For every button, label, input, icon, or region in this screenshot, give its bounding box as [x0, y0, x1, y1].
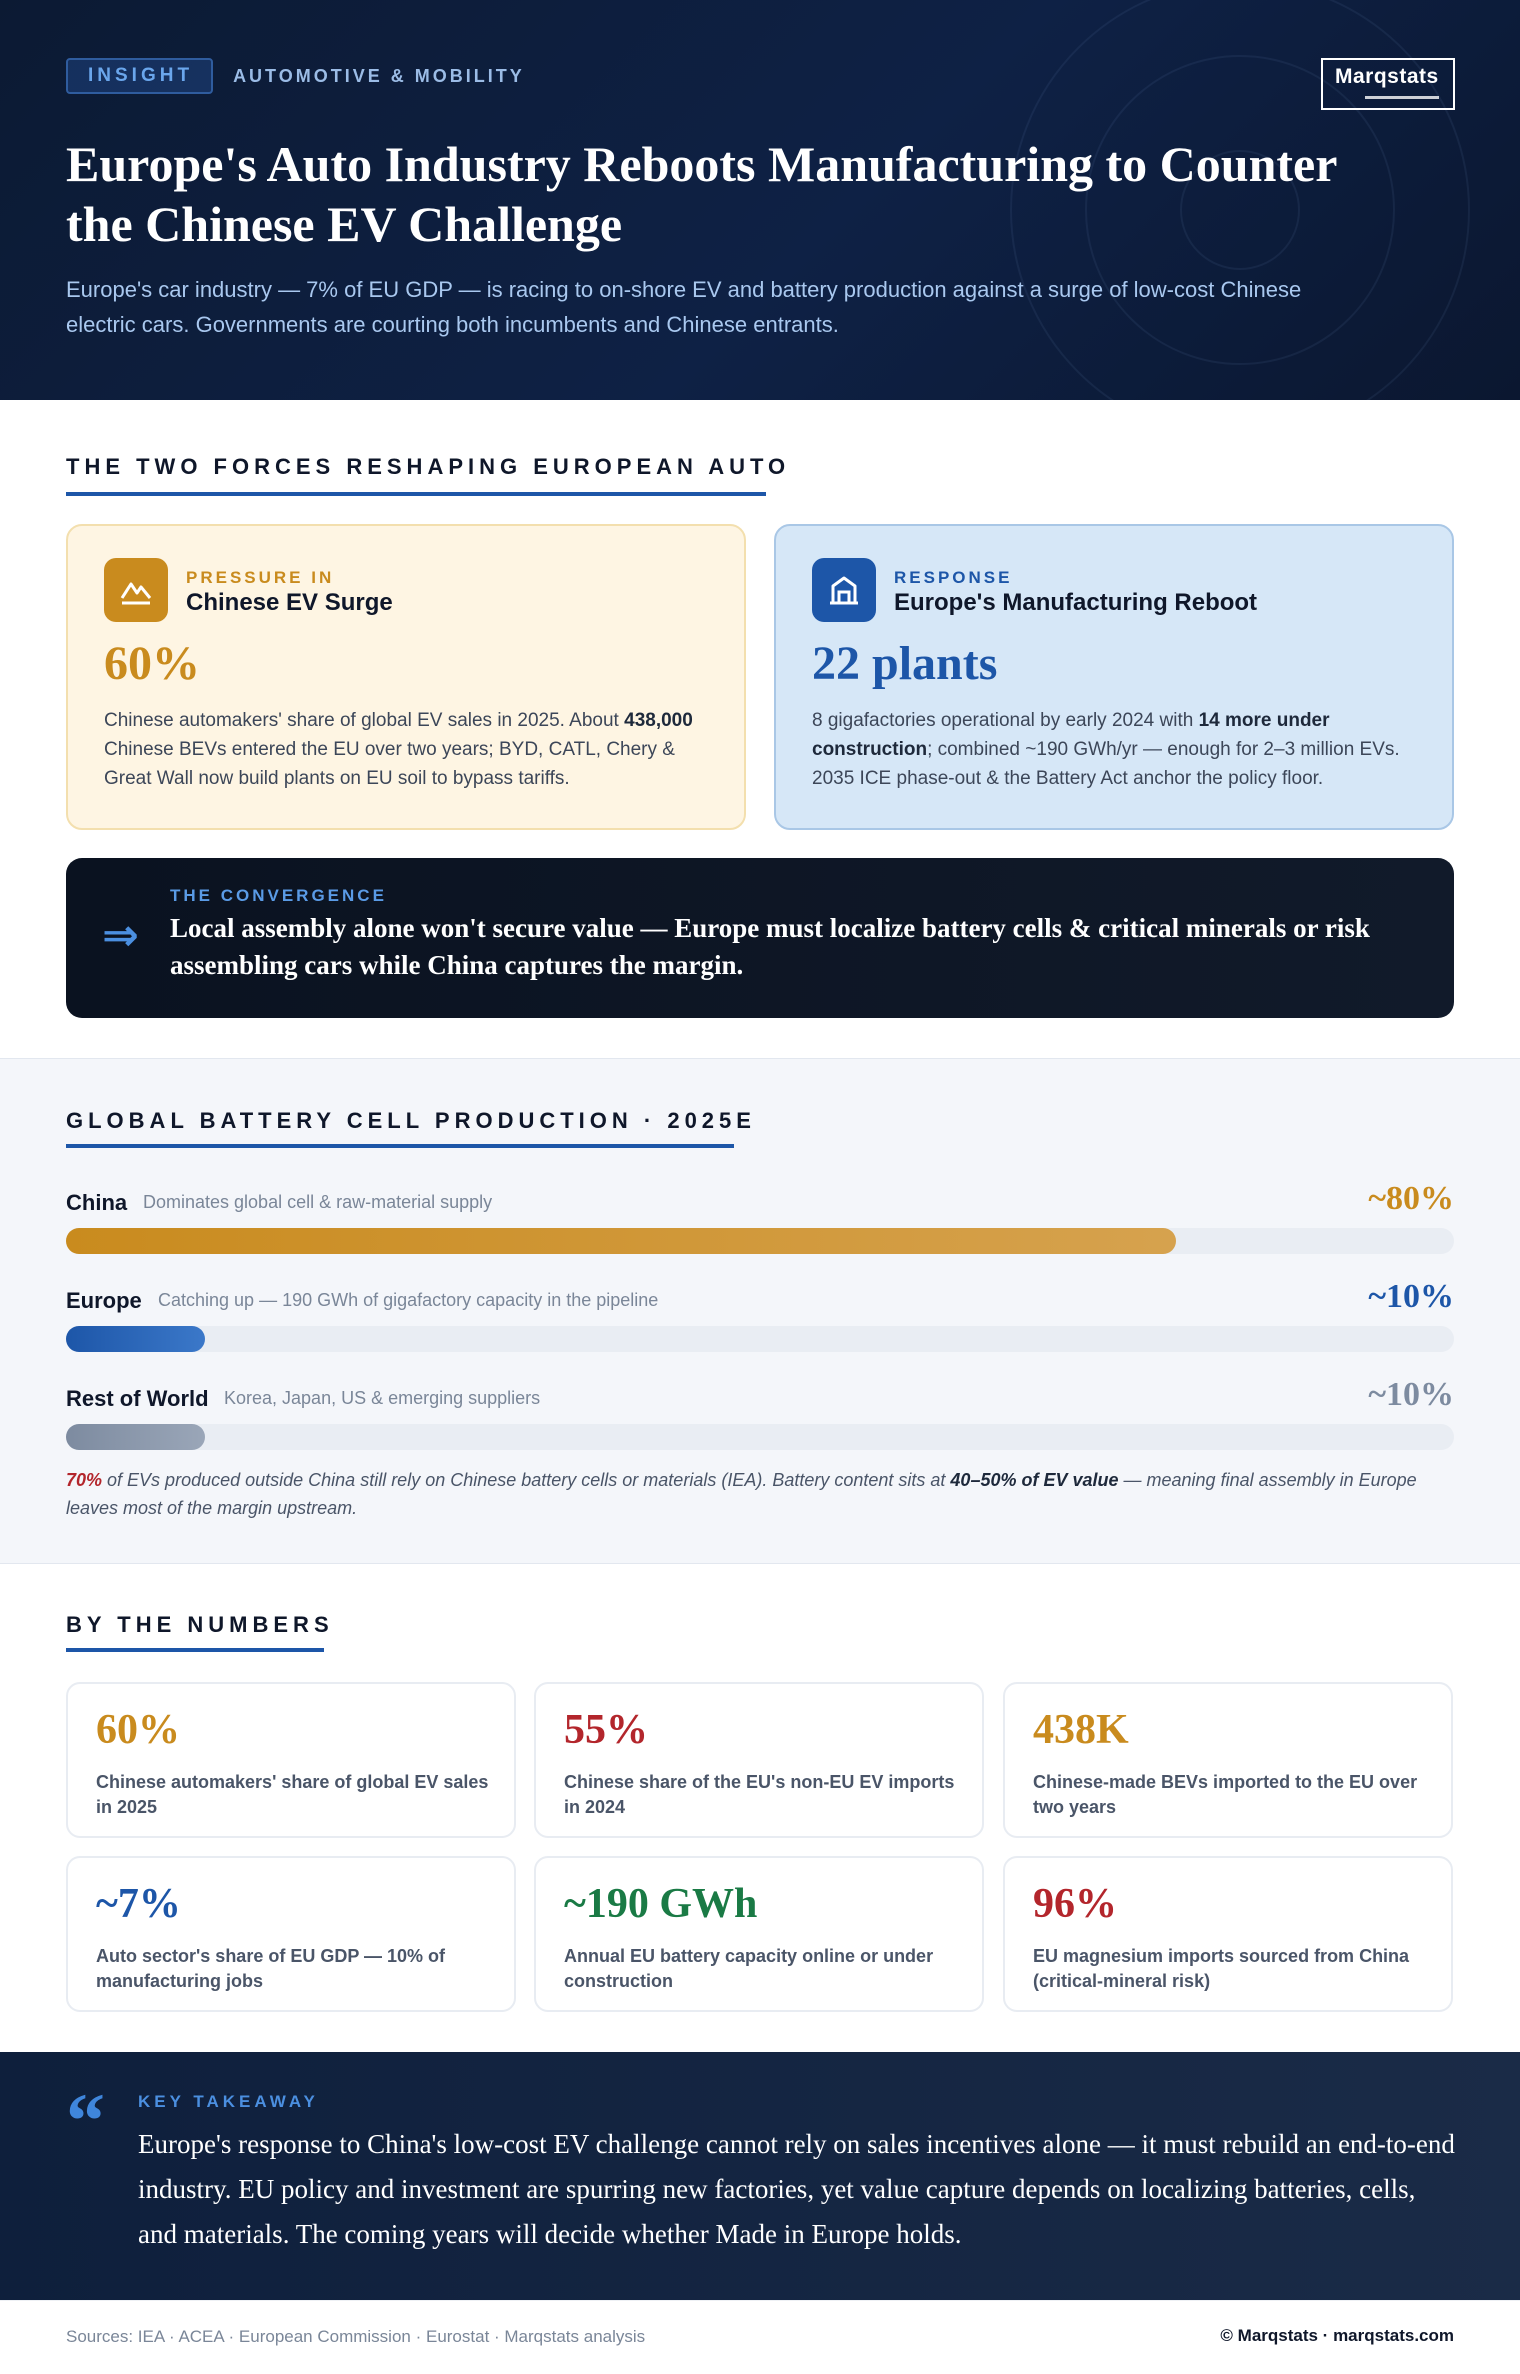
bar-fill [66, 1424, 205, 1450]
bar-value-label: ~10% [1368, 1278, 1454, 1315]
bar-fill [66, 1326, 205, 1352]
stat-card: 55% Chinese share of the EU's non-EU EV i… [534, 1682, 984, 1838]
tagline: INSIGHT AUTOMOTIVE & MOBILITY [66, 58, 525, 94]
battery-note: 70% of EVs produced outside China still … [66, 1470, 1417, 1518]
stat-value: 96% [1033, 1881, 1117, 1927]
stat-card: 60% Chinese automakers' share of global E… [66, 1682, 516, 1838]
response-figure: 22 plants [812, 637, 998, 690]
stat-label: Annual EU battery capacity online or und… [564, 1946, 934, 1991]
takeaway-kicker: KEY TAKEAWAY [138, 2092, 319, 2111]
pressure-body: Chinese automakers' share of global EV s… [104, 710, 693, 789]
footer-sources: Sources: IEA · ACEA · European Commissio… [66, 2327, 646, 2346]
response-card: RESPONSE Europe's Manufacturing Reboot 2… [774, 524, 1454, 830]
takeaway-text: Europe's response to China's low-cost EV… [138, 2129, 1455, 2249]
bar-description: Catching up — 190 GWh of gigafactory cap… [158, 1290, 659, 1310]
stat-label: EU magnesium imports sourced from China … [1033, 1946, 1410, 1991]
section-underline [66, 1144, 734, 1148]
section-underline [66, 1648, 324, 1652]
hero-header: INSIGHT AUTOMOTIVE & MOBILITY Marqstats … [0, 0, 1520, 400]
mountain-icon [104, 558, 168, 622]
decorative-ring [1085, 55, 1395, 365]
stat-label: Chinese automakers' share of global EV s… [96, 1772, 489, 1817]
bar-fill [66, 1228, 1176, 1254]
page-title: Europe's Auto Industry Reboots Manufactu… [66, 136, 1337, 252]
bar-value-label: ~10% [1368, 1376, 1454, 1413]
key-takeaway: “ KEY TAKEAWAY Europe's response to Chin… [0, 2052, 1520, 2300]
logo-text: Marqstats [1335, 65, 1439, 88]
response-body: 8 gigafactories operational by early 202… [812, 710, 1400, 789]
stat-card: ~190 GWh Annual EU battery capacity onlin… [534, 1856, 984, 2012]
convergence-banner: ⇒ THE CONVERGENCE Local assembly alone w… [66, 858, 1454, 1018]
pressure-card: PRESSURE IN Chinese EV Surge 60% Chinese… [66, 524, 746, 830]
pressure-kicker: PRESSURE IN [186, 568, 335, 587]
stat-value: ~190 GWh [564, 1881, 758, 1927]
bar-description: Korea, Japan, US & emerging suppliers [224, 1388, 541, 1408]
insight-badge: INSIGHT [66, 58, 214, 94]
footer: Sources: IEA · ACEA · European Commissio… [0, 2300, 1520, 2374]
bar-label: Rest of World [66, 1386, 209, 1411]
stat-card: 438K Chinese-made BEVs imported to the EU… [1003, 1682, 1453, 1838]
bar-label: China [66, 1190, 128, 1215]
decorative-ring [1010, 0, 1470, 400]
bar-track [66, 1228, 1454, 1254]
category-label: AUTOMOTIVE & MOBILITY [233, 65, 525, 86]
section-underline [66, 492, 766, 496]
convergence-text: Local assembly alone won't secure value … [170, 913, 1370, 980]
logo-underline [1365, 96, 1439, 99]
footer-copyright[interactable]: © Marqstats · marqstats.com [1220, 2326, 1454, 2345]
stat-card: 96% EU magnesium imports sourced from Chi… [1003, 1856, 1453, 2012]
stat-label: Auto sector's share of EU GDP — 10% of m… [96, 1946, 446, 1991]
page-subtitle: Europe's car industry — 7% of EU GDP — i… [66, 277, 1302, 337]
bar-track [66, 1424, 1454, 1450]
stat-label: Chinese share of the EU's non-EU EV impo… [564, 1772, 955, 1817]
decorative-ring [1180, 150, 1300, 270]
section-title-forces: THE TWO FORCES RESHAPING EUROPEAN AUTO [66, 454, 791, 479]
response-kicker: RESPONSE [894, 568, 1013, 587]
battery-section [0, 1058, 1520, 1564]
pressure-heading: Chinese EV Surge [186, 589, 393, 616]
section-title-battery: GLOBAL BATTERY CELL PRODUCTION · 2025E [66, 1108, 756, 1133]
factory-icon [812, 558, 876, 622]
double-arrow-icon: ⇒ [102, 911, 139, 960]
bar-track [66, 1326, 1454, 1352]
section-title-numbers: BY THE NUMBERS [66, 1612, 334, 1637]
stat-value: 60% [96, 1707, 180, 1753]
bar-description: Dominates global cell & raw-material sup… [143, 1192, 493, 1212]
stat-label: Chinese-made BEVs imported to the EU ove… [1033, 1772, 1418, 1817]
stat-value: ~7% [96, 1881, 181, 1927]
bar-label: Europe [66, 1288, 142, 1313]
convergence-kicker: THE CONVERGENCE [170, 886, 387, 905]
stat-value: 438K [1033, 1707, 1129, 1753]
response-heading: Europe's Manufacturing Reboot [894, 589, 1258, 616]
brand-logo[interactable]: Marqstats [1321, 58, 1455, 110]
bar-value-label: ~80% [1368, 1180, 1454, 1217]
pressure-figure: 60% [104, 637, 200, 690]
quote-icon: “ [66, 2077, 105, 2164]
stat-value: 55% [564, 1707, 648, 1753]
stat-card: ~7% Auto sector's share of EU GDP — 10% o… [66, 1856, 516, 2012]
